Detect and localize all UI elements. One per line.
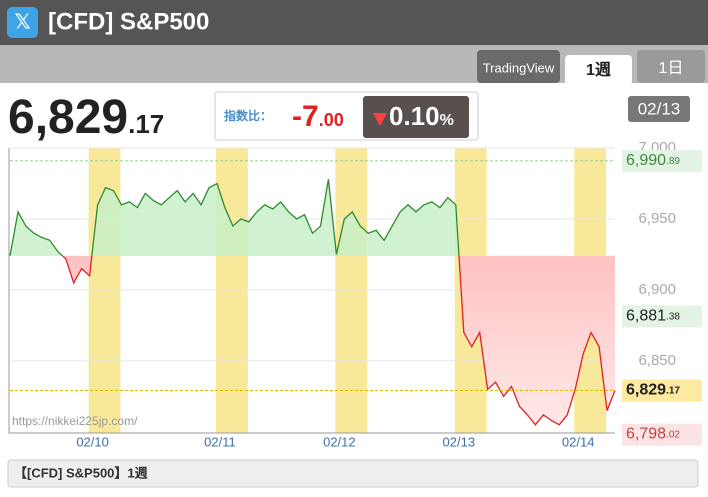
level-label-main: 6,798 — [626, 426, 666, 443]
down-arrow — [373, 113, 387, 126]
x-tick-label: 02/13 — [443, 434, 476, 449]
line-up — [9, 179, 460, 256]
y-tick-label: 6,900 — [638, 281, 676, 298]
footer-text: 【[CFD] S&P500】1週 — [14, 465, 148, 480]
y-tick-label: 6,950 — [638, 210, 676, 227]
level-label: 6,990.89 — [626, 152, 680, 169]
level-label-decimal: .17 — [666, 385, 680, 396]
change-main: -7 — [292, 100, 319, 133]
price-decimal: .17 — [128, 109, 164, 139]
level-label: 6,829.17 — [626, 382, 680, 399]
line-down — [9, 255, 616, 426]
x-tick-label: 02/10 — [76, 434, 109, 449]
tab-active[interactable] — [565, 55, 632, 85]
level-label: 6,798.02 — [626, 426, 680, 443]
percent-box — [363, 96, 469, 138]
percent-main: 0.10 — [389, 101, 440, 131]
level-label-main: 6,881 — [626, 308, 666, 325]
footer-bar — [7, 459, 699, 488]
level-label-box — [622, 149, 702, 172]
level-label-box — [622, 305, 702, 328]
session-band — [335, 148, 368, 433]
change-value: -7.00 — [292, 100, 344, 133]
x-tick-label: 02/14 — [562, 434, 595, 449]
level-label-box — [622, 379, 702, 402]
change-decimal: .00 — [319, 110, 344, 130]
level-label: 6,881.38 — [626, 308, 680, 325]
tab[interactable] — [477, 50, 560, 83]
x-tick-label: 02/12 — [323, 434, 356, 449]
y-tick-label: 6,850 — [638, 352, 676, 369]
percent-unit: % — [440, 112, 454, 129]
date-badge — [628, 96, 690, 122]
level-label-decimal: .89 — [666, 156, 680, 167]
tab-label: 1週 — [586, 61, 611, 79]
x-icon[interactable] — [7, 7, 38, 38]
x-icon-glyph: 𝕏 — [14, 11, 30, 33]
date-badge-text: 02/13 — [638, 99, 681, 118]
price-main: 6,829 — [8, 91, 128, 144]
tab[interactable] — [637, 50, 705, 83]
percent: 0.10% — [389, 101, 454, 131]
watermark: https://nikkei225jp.com/ — [12, 414, 138, 428]
level-label-box — [622, 423, 702, 446]
area-up — [10, 179, 460, 256]
header-bar — [0, 0, 708, 45]
tab-label: TradingView — [483, 60, 555, 75]
price: 6,829.17 — [8, 91, 164, 144]
level-label-decimal: .38 — [666, 311, 680, 322]
level-label-decimal: .02 — [666, 429, 680, 440]
level-label-main: 6,829 — [626, 382, 666, 399]
tab-label: 1日 — [659, 60, 684, 77]
area-down — [10, 255, 615, 425]
x-tick-label: 02/11 — [204, 434, 236, 449]
header-title: [CFD] S&P500 — [48, 8, 209, 35]
change-label: 指数比： — [224, 108, 272, 123]
level-label-main: 6,990 — [626, 152, 666, 169]
